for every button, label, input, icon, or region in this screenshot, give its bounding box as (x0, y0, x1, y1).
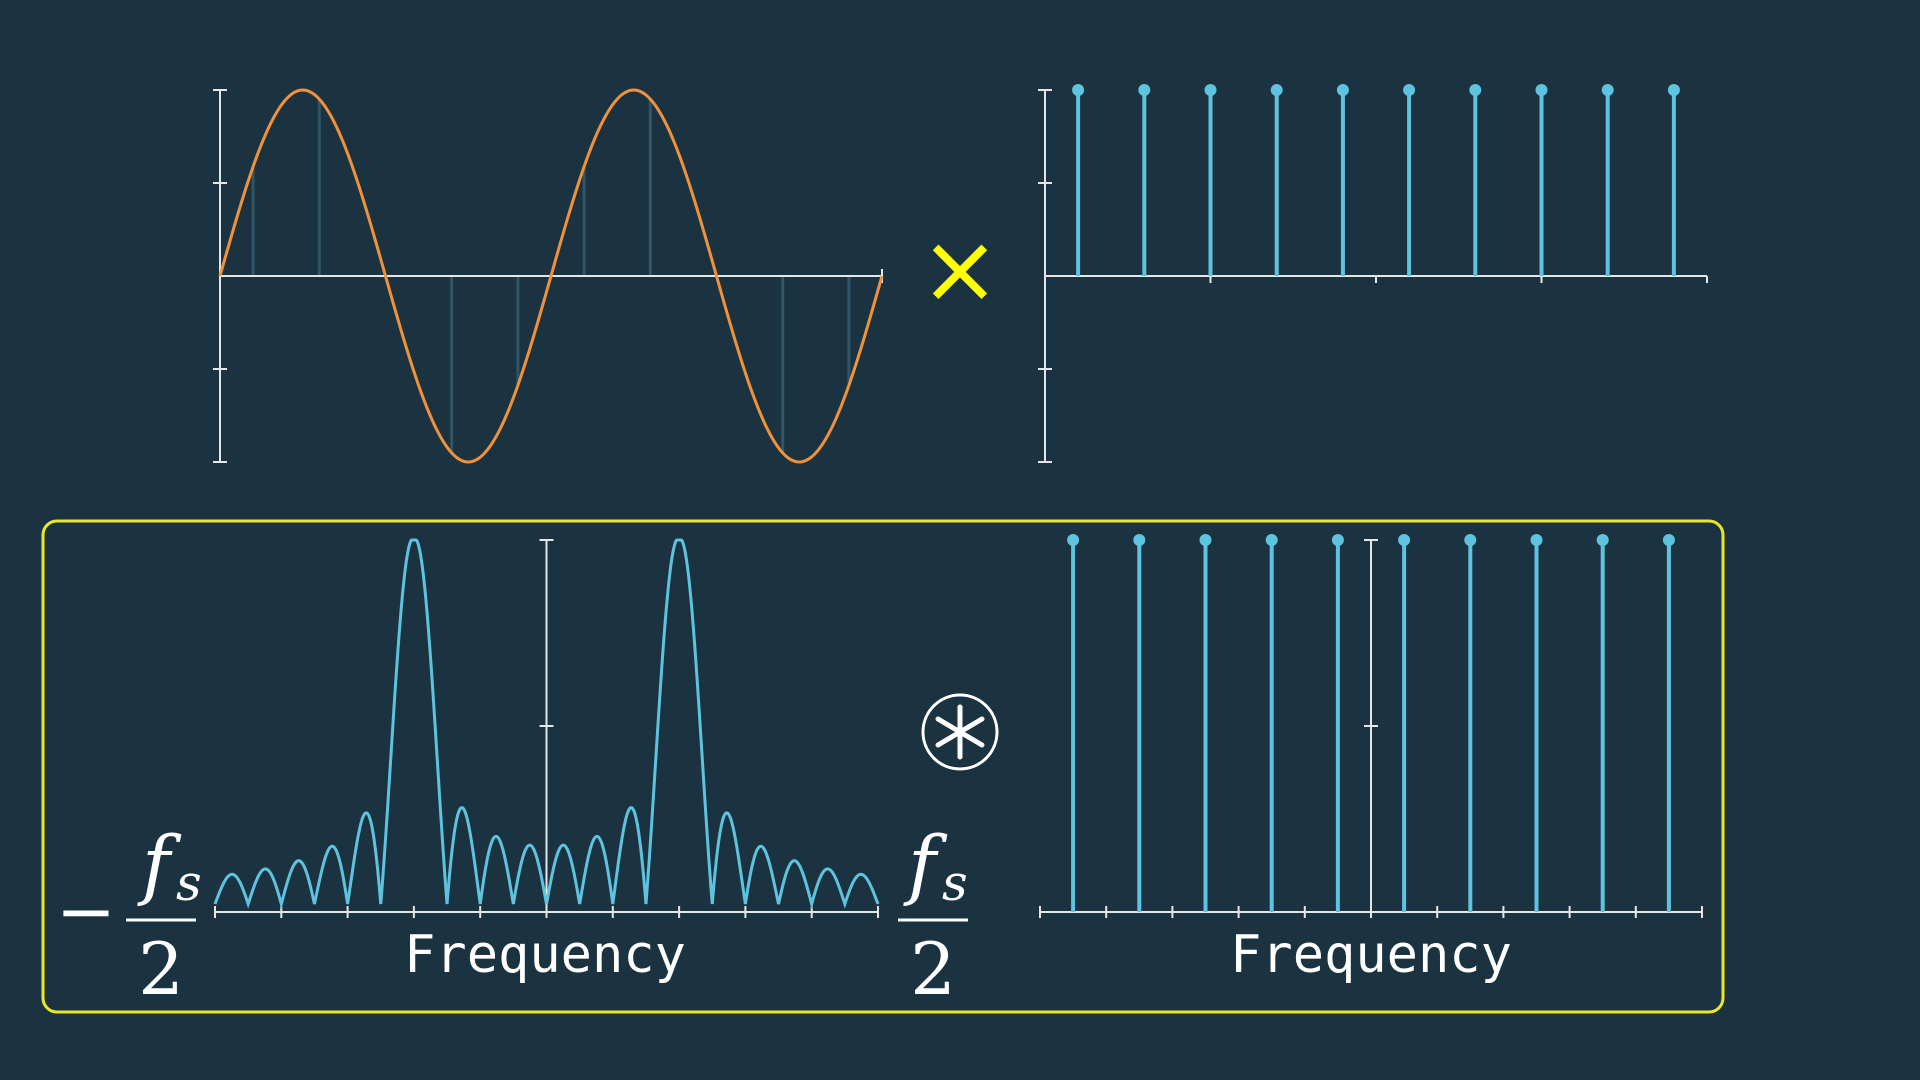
left-limit-denominator: 2 (138, 927, 184, 1011)
right-limit-label: f s 2 (898, 819, 968, 1011)
multiply-operator: × (920, 213, 1000, 325)
impulse-head-4 (1331, 534, 1344, 546)
impulse-head-8 (1596, 534, 1609, 546)
sine-spectrum-panel (213, 538, 880, 918)
sine-panel (213, 88, 884, 464)
impulse-head-0 (1072, 84, 1085, 96)
impulse-head-0 (1067, 534, 1080, 546)
impulse-head-6 (1469, 84, 1482, 96)
right-limit-subscript: s (942, 854, 968, 912)
impulse-head-1 (1133, 534, 1146, 546)
right-limit-denominator: 2 (910, 927, 956, 1011)
impulse-head-5 (1398, 534, 1411, 546)
impulse-head-9 (1667, 84, 1680, 96)
impulse-head-8 (1601, 84, 1614, 96)
impulse-head-9 (1662, 534, 1675, 546)
impulse-head-1 (1138, 84, 1151, 96)
impulse-head-6 (1464, 534, 1477, 546)
highlight-frame (41, 519, 1725, 1014)
left-limit-sign: − (56, 869, 116, 953)
sine-curve (218, 88, 884, 464)
impulse-train-panel (1038, 84, 1708, 463)
bottom-left-xlabel: Frequency (404, 925, 686, 985)
impulse-head-2 (1204, 84, 1217, 96)
convolve-operator (921, 693, 999, 771)
impulse-head-3 (1265, 534, 1278, 546)
bottom-right-xlabel: Frequency (1230, 925, 1512, 985)
impulse-head-4 (1336, 84, 1349, 96)
impulse-head-7 (1530, 534, 1543, 546)
impulse-head-3 (1270, 84, 1283, 96)
left-limit-label: − f s 2 (56, 819, 202, 1011)
impulse-head-2 (1199, 534, 1212, 546)
left-limit-subscript: s (176, 854, 202, 912)
impulse-head-7 (1535, 84, 1548, 96)
impulse-head-5 (1403, 84, 1416, 96)
impulse-spectrum-panel (1039, 534, 1703, 918)
spectrum-curve (213, 538, 880, 910)
